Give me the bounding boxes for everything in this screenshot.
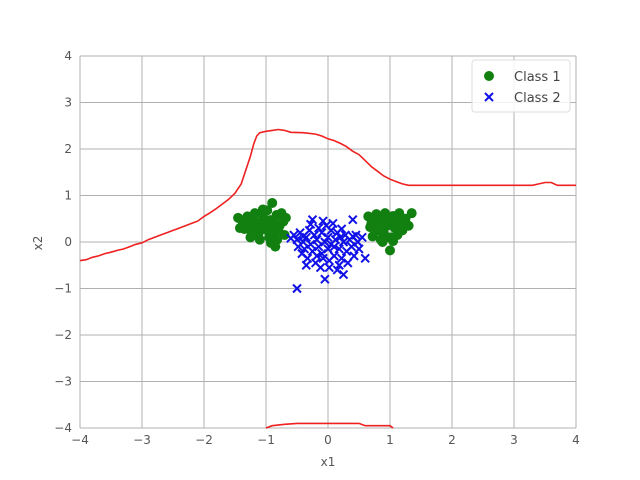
class1-point [280, 212, 291, 223]
class1-point [267, 197, 278, 208]
class1-point [264, 232, 275, 243]
x-tick-label: 2 [448, 433, 456, 447]
class2-point [301, 260, 312, 270]
class2-point [309, 230, 320, 240]
class2-point [305, 219, 316, 230]
class2-point [348, 214, 358, 225]
class1-point [245, 232, 256, 243]
class2-point [312, 234, 322, 245]
class1-point [254, 234, 265, 245]
class2-point [313, 223, 324, 233]
class2-point [351, 230, 361, 240]
class2-point [312, 251, 322, 261]
class1-point [388, 236, 399, 247]
class2-point [354, 244, 364, 254]
y-tick-label: −1 [54, 282, 72, 296]
x-tick-label: 4 [572, 433, 580, 447]
class1-point [272, 234, 283, 245]
y-tick-label: −3 [54, 375, 72, 389]
y-tick-label: 4 [64, 49, 72, 63]
class1-point [394, 214, 405, 225]
class2-point [326, 225, 336, 236]
y-tick-label: 0 [64, 235, 72, 249]
points [233, 197, 417, 294]
decision-boundary [79, 128, 576, 429]
x-tick-label: −1 [257, 433, 275, 447]
class2-point [317, 227, 327, 238]
boundary-lower-line [265, 422, 394, 429]
class2-point [335, 232, 346, 243]
class2-point [299, 244, 310, 254]
class1-point [380, 208, 391, 219]
legend-class2-marker [484, 92, 494, 102]
class2-point [336, 253, 347, 263]
legend-box [471, 59, 571, 113]
class2-point [305, 239, 316, 250]
x-tick-label: −3 [133, 433, 151, 447]
class2-point [313, 241, 324, 252]
class2-point [292, 283, 302, 294]
class1-point [279, 230, 290, 241]
boundary-upper-line [79, 128, 576, 262]
class1-point [385, 245, 395, 256]
x-tick-label: 1 [386, 433, 394, 447]
class2-point [329, 241, 339, 252]
class2-point [346, 241, 357, 252]
class1-point [249, 208, 260, 219]
class2-point [334, 260, 344, 270]
class2-point [298, 231, 308, 242]
class2-point [318, 216, 328, 226]
class2-point [360, 253, 370, 263]
class1-point [257, 204, 268, 215]
class2-point [323, 232, 333, 243]
class2-point [324, 262, 334, 273]
x-tick-label: −4 [71, 433, 89, 447]
class2-point [334, 244, 344, 254]
x-tick-label: −2 [195, 433, 213, 447]
class2-point [349, 251, 359, 261]
legend: Class 1 Class 2 [471, 59, 571, 113]
y-tick-label: 2 [64, 142, 72, 156]
x-tick-label: 3 [510, 433, 518, 447]
class2-point [320, 274, 330, 284]
class2-point [286, 233, 296, 243]
class2-point [328, 218, 338, 229]
class2-point [318, 253, 328, 263]
legend-class1-label: Class 1 [514, 70, 561, 85]
legend-class1-marker [484, 71, 494, 81]
class2-point [338, 237, 349, 247]
y-tick-label: −2 [54, 328, 72, 342]
x-tick-label: 0 [324, 433, 332, 447]
x-axis-label: x1 [321, 455, 336, 469]
class2-point [329, 251, 339, 261]
class2-point [315, 262, 326, 273]
y-tick-label: −4 [54, 421, 72, 435]
class2-point [320, 237, 330, 247]
class2-point [330, 234, 341, 245]
y-tick-label: 1 [64, 189, 72, 203]
class2-point [302, 253, 313, 263]
legend-x-icon [484, 92, 494, 102]
class1-point [239, 223, 250, 234]
class2-point [357, 232, 367, 243]
tick-labels: −4 −3 −2 −1 0 1 2 3 4 4 3 2 1 0 −1 −2 −3 −4 [54, 49, 580, 447]
legend-class2-label: Class 2 [514, 91, 561, 106]
class1-point [366, 218, 377, 229]
y-tick-label: 3 [64, 96, 72, 110]
class1-point [403, 220, 414, 231]
y-axis-label: x2 [31, 236, 45, 251]
class2-point [338, 269, 349, 280]
class1-point [406, 208, 417, 219]
class2-point [336, 224, 347, 234]
